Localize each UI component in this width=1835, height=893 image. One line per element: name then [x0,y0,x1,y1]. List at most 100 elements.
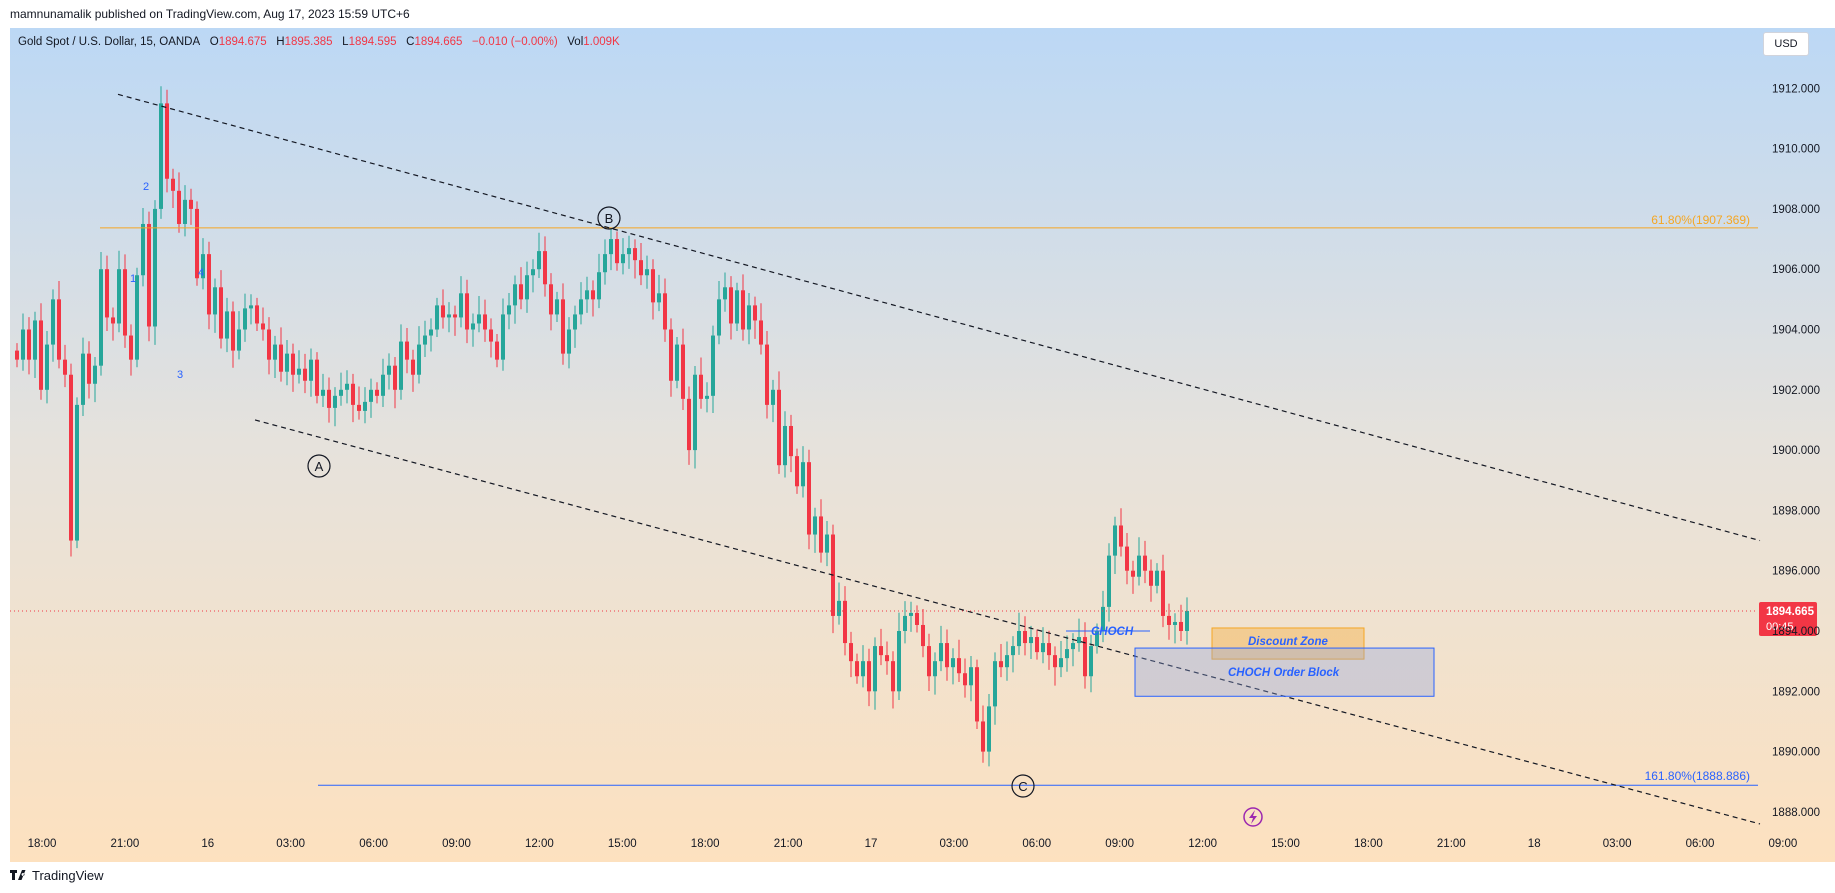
candle-body [1119,525,1123,547]
candle-body [363,401,367,411]
candle-body [1167,615,1171,625]
candle-body [51,299,55,345]
close-label: C [406,36,415,48]
candle-body [543,251,547,285]
candle-body [513,284,517,306]
currency-button[interactable]: USD [1763,32,1809,56]
candle-body [1161,570,1165,616]
symbol-name: Gold Spot / U.S. Dollar, 15, OANDA [18,36,201,48]
price-tick-label: 1894.000 [1772,626,1820,638]
candle-body [255,305,259,324]
price-tick-label: 1902.000 [1772,385,1820,397]
candle-body [693,374,697,451]
candle-body [681,344,685,399]
price-axis[interactable]: 1888.000 1890.000 1892.000 1894.000 1896.000… [1745,28,1835,860]
candle-body [315,359,319,396]
time-tick-label: 15:00 [1271,838,1300,850]
candle-body [75,404,79,541]
time-axis[interactable]: 18:00 21:00 16 03:00 06:00 09:00 12:00 15:00 18:… [28,838,1798,850]
wave-count-4: 4 [198,267,204,279]
candle-body [471,323,475,330]
lower-trendline [254,419,1761,825]
price-tick-label: 1900.000 [1772,445,1820,457]
time-tick-label: 09:00 [442,838,471,850]
candle-body [801,462,805,487]
candle-body [993,661,997,707]
candle-body [807,462,811,535]
candle-body [327,389,331,408]
candle-body [1047,643,1051,656]
candle-body [387,365,391,375]
wave-label-circle [597,206,621,230]
candle-body [1071,643,1075,650]
wave-label-c: C [1018,779,1027,794]
time-tick-label: 12:00 [525,838,554,850]
candle-body [1125,546,1129,571]
candle-body [237,329,241,351]
candle-body [945,643,949,668]
open-label: O [209,36,219,48]
candle-body [723,287,727,300]
candle-body [585,290,589,300]
candle-body [783,425,787,466]
candle-body [339,389,343,396]
candle-body [519,284,523,300]
candle-body [567,329,571,354]
candle-body [1089,646,1093,677]
lightning-icon[interactable] [1243,807,1263,827]
candle-body [771,389,775,405]
candle-body [963,673,967,686]
candle-body [297,368,301,375]
candle-body [747,305,751,330]
candle-body [195,208,199,279]
candle-body [189,199,193,209]
tradingview-brand[interactable]: TradingView [10,868,104,883]
candle-body [105,269,109,318]
candle-body [393,365,397,390]
candle-body [309,359,313,381]
candle-body [117,269,121,324]
candle-body [933,661,937,677]
candle-body [411,359,415,375]
candle-body [789,425,793,457]
candle-body [267,329,271,360]
candle-body [897,631,901,692]
candle-body [915,612,919,625]
candle-body [135,275,139,360]
candle-body [81,353,85,405]
candle-body [573,314,577,330]
candle-body [621,254,625,264]
footer-brand-text: TradingView [32,868,104,883]
candle-body [321,389,325,396]
price-tick-label: 1896.000 [1772,566,1820,578]
candle-body [561,299,565,354]
price-tick-label: 1906.000 [1772,264,1820,276]
candle-body [987,706,991,752]
candle-body [1131,570,1135,577]
candle-body [903,615,907,632]
candle-body [1173,621,1177,625]
choch-order-block-box [1134,647,1435,697]
candle-body [399,341,403,390]
price-tick-label: 1888.000 [1772,807,1820,819]
candle-body [777,389,781,466]
choch-label: CHOCH [1091,626,1134,638]
top-bar: mamnunamalik published on TradingView.co… [0,0,1835,28]
candle-body [843,600,847,644]
candle-body [201,254,205,279]
time-tick-label: 21:00 [1437,838,1466,850]
footer: TradingView [0,862,1835,893]
candle-body [603,254,607,273]
wave-count-1: 1 [130,273,136,285]
candle-body [147,223,151,327]
candle-body [501,314,505,360]
candle-body [165,103,169,179]
time-tick-label: 21:00 [774,838,803,850]
candle-body [417,344,421,375]
time-tick-label: 06:00 [1686,838,1715,850]
candle-body [465,293,469,330]
candle-body [1101,606,1105,632]
candle-body [219,287,223,339]
price-tick-label: 1912.000 [1772,83,1820,95]
